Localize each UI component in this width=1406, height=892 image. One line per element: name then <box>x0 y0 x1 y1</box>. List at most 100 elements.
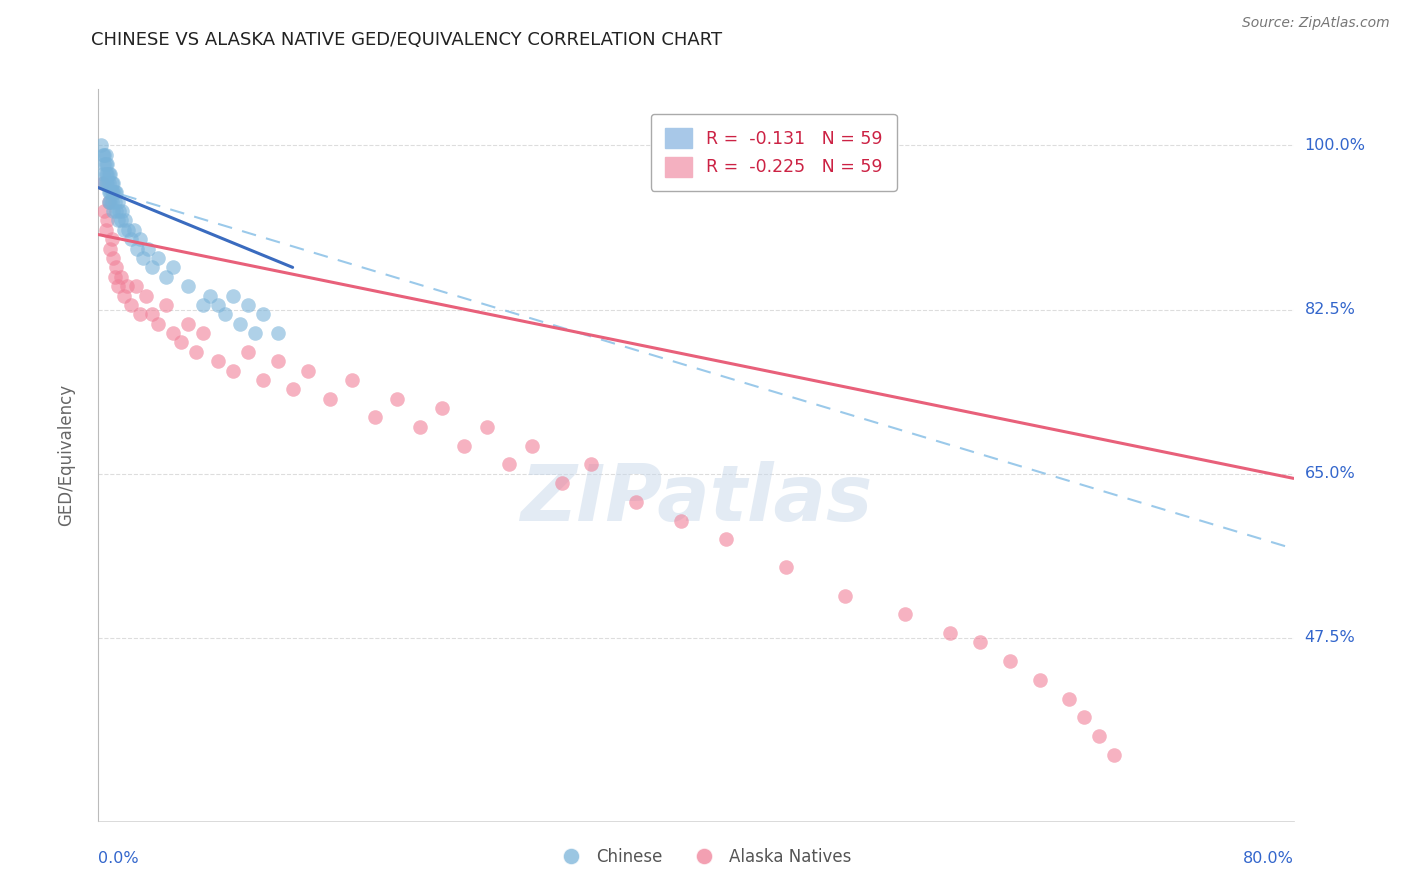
Point <box>1028 673 1050 687</box>
Point <box>98 242 122 256</box>
Point <box>252 373 274 387</box>
Point <box>453 438 475 452</box>
Point <box>91 148 114 162</box>
Point <box>177 279 200 293</box>
Point <box>104 194 127 209</box>
Point <box>112 288 135 302</box>
Text: 80.0%: 80.0% <box>1243 851 1294 866</box>
Point <box>148 251 170 265</box>
Point <box>97 194 120 209</box>
Point <box>342 373 364 387</box>
Point <box>120 298 142 312</box>
Point <box>117 223 139 237</box>
Point <box>105 204 128 219</box>
Point <box>97 194 120 209</box>
Point <box>103 186 125 200</box>
Point <box>969 635 991 649</box>
Point <box>177 317 200 331</box>
Point <box>112 223 135 237</box>
Point <box>184 344 207 359</box>
Point <box>281 382 304 396</box>
Point <box>129 307 152 321</box>
Text: 82.5%: 82.5% <box>1305 302 1355 317</box>
Point <box>550 476 572 491</box>
Point <box>894 607 917 622</box>
Point <box>107 194 129 209</box>
Point <box>93 157 115 171</box>
Point <box>104 186 127 200</box>
Text: 65.0%: 65.0% <box>1305 467 1355 481</box>
Point <box>125 279 148 293</box>
Point <box>120 232 142 246</box>
Point <box>129 232 152 246</box>
Point <box>222 288 245 302</box>
Text: 100.0%: 100.0% <box>1305 138 1365 153</box>
Point <box>475 419 498 434</box>
Text: 0.0%: 0.0% <box>98 851 139 866</box>
Point <box>94 157 117 171</box>
Legend: Chinese, Alaska Natives: Chinese, Alaska Natives <box>548 842 858 873</box>
Point <box>520 438 543 452</box>
Point <box>236 344 259 359</box>
Point <box>162 260 184 275</box>
Point <box>98 186 122 200</box>
Point <box>939 626 962 640</box>
Point <box>96 176 118 190</box>
Point <box>155 269 177 284</box>
Point <box>148 317 170 331</box>
Point <box>101 232 124 246</box>
Point <box>97 186 120 200</box>
Point <box>141 260 163 275</box>
Point <box>91 176 114 190</box>
Text: CHINESE VS ALASKA NATIVE GED/EQUIVALENCY CORRELATION CHART: CHINESE VS ALASKA NATIVE GED/EQUIVALENCY… <box>91 31 723 49</box>
Point <box>408 419 430 434</box>
Point <box>222 363 245 377</box>
Text: ZIPatlas: ZIPatlas <box>520 461 872 537</box>
Point <box>93 148 115 162</box>
Point <box>1059 691 1081 706</box>
Point <box>96 213 118 227</box>
Point <box>97 176 120 190</box>
Point <box>626 495 648 509</box>
Point <box>114 213 136 227</box>
Point <box>94 176 117 190</box>
Point <box>191 326 214 340</box>
Point <box>103 204 125 219</box>
Point <box>107 279 129 293</box>
Point <box>364 410 387 425</box>
Point <box>207 354 229 368</box>
Point <box>124 223 146 237</box>
Point <box>101 194 124 209</box>
Point <box>155 298 177 312</box>
Point <box>1073 710 1095 724</box>
Text: Source: ZipAtlas.com: Source: ZipAtlas.com <box>1241 16 1389 30</box>
Point <box>141 307 163 321</box>
Point <box>498 458 520 472</box>
Point <box>1104 747 1126 762</box>
Point <box>245 326 267 340</box>
Point <box>267 326 290 340</box>
Point <box>110 213 132 227</box>
Point <box>214 307 236 321</box>
Point <box>252 307 274 321</box>
Point <box>267 354 290 368</box>
Point <box>103 176 125 190</box>
Legend: R =  -0.131   N = 59, R =  -0.225   N = 59: R = -0.131 N = 59, R = -0.225 N = 59 <box>651 114 897 191</box>
Point <box>96 167 118 181</box>
Point <box>136 242 159 256</box>
Text: 47.5%: 47.5% <box>1305 631 1355 645</box>
Point <box>200 288 222 302</box>
Point <box>297 363 319 377</box>
Point <box>98 167 122 181</box>
Point <box>169 335 191 350</box>
Point <box>998 654 1021 668</box>
Point <box>98 194 122 209</box>
Point <box>101 176 124 190</box>
Point <box>93 204 115 219</box>
Point <box>101 186 124 200</box>
Point <box>111 204 134 219</box>
Point <box>105 260 128 275</box>
Point <box>127 242 149 256</box>
Point <box>108 204 131 219</box>
Point <box>104 269 127 284</box>
